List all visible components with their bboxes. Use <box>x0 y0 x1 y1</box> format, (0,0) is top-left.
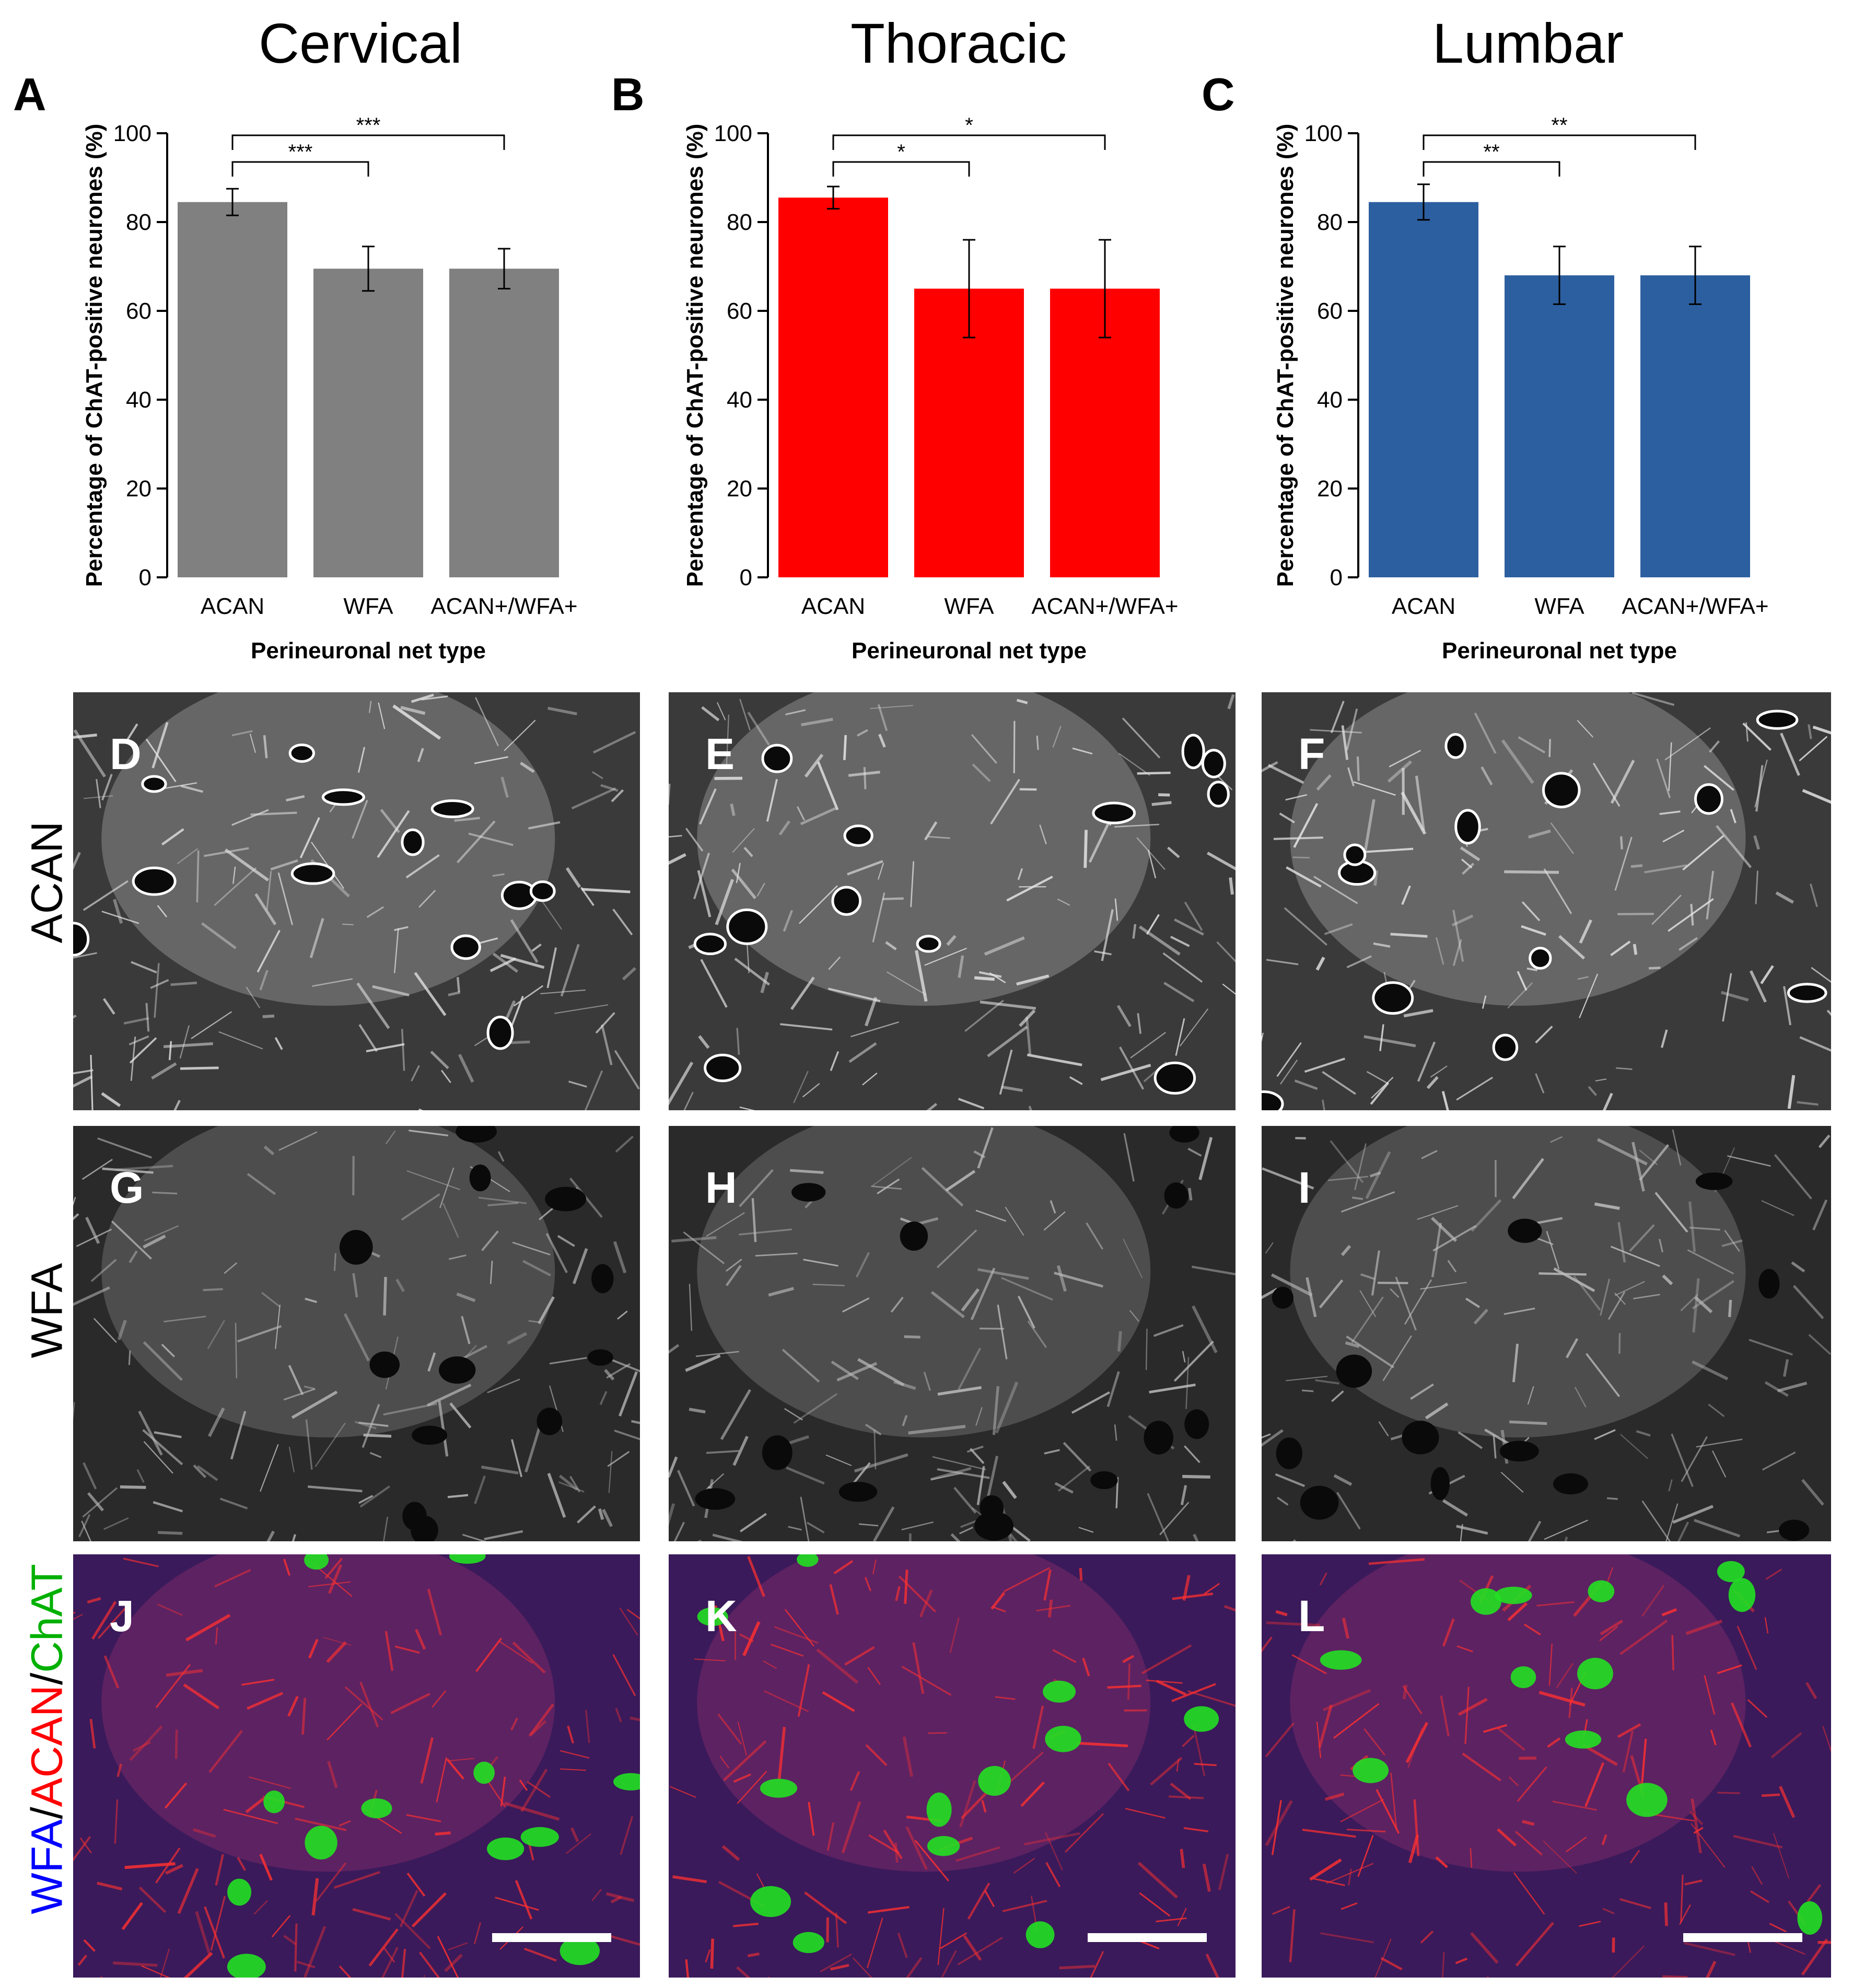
panel-letter-l: L <box>1298 1591 1325 1641</box>
x-tick-label: WFA <box>1534 594 1584 619</box>
merge-label-wfa: WFA <box>22 1819 72 1914</box>
x-axis-label: Perineuronal net type <box>852 638 1087 664</box>
y-tick-label: 20 <box>727 476 752 502</box>
row-label-wfa: WFA <box>22 1263 72 1358</box>
bar <box>449 269 559 577</box>
y-tick-label: 40 <box>727 387 752 413</box>
panel-letter-b: B <box>611 68 645 120</box>
y-axis-label: Percentage of ChAT-positive neurones (%) <box>682 124 708 587</box>
x-tick-label: ACAN <box>1392 594 1455 619</box>
significance-label: *** <box>356 114 381 137</box>
scale-bar <box>1683 1933 1802 1942</box>
panel-letter-i: I <box>1298 1163 1311 1212</box>
significance-bracket <box>231 161 369 177</box>
micrograph-h: H <box>669 1126 1236 1541</box>
micrograph-k: K <box>669 1554 1236 1978</box>
panel-letter-j: J <box>110 1591 134 1641</box>
column-title-thoracic: Thoracic <box>850 11 1067 75</box>
x-tick-label: ACAN+/WFA+ <box>1622 594 1768 619</box>
x-tick-label: ACAN <box>201 594 264 619</box>
significance-label: * <box>897 141 905 164</box>
column-title-cervical: Cervical <box>258 11 463 75</box>
micrograph-f: F <box>1262 692 1831 1110</box>
significance-bracket <box>231 134 505 150</box>
y-tick-label: 100 <box>113 121 151 146</box>
significance-bracket <box>1423 134 1696 150</box>
row-label-merge: WFA/ACAN/ChAT <box>22 1541 73 1938</box>
panel-letter-d: D <box>110 729 142 778</box>
bar <box>178 202 287 577</box>
panel-letter-h: H <box>705 1163 737 1212</box>
x-tick-label: WFA <box>343 594 393 619</box>
panel-letter-g: G <box>110 1163 144 1212</box>
micrograph-g: G <box>73 1126 640 1541</box>
micrograph-l: L <box>1262 1554 1831 1978</box>
x-axis-label: Perineuronal net type <box>1442 638 1677 664</box>
x-axis-label: Perineuronal net type <box>251 638 486 664</box>
panel-letter-e: E <box>705 729 735 778</box>
bar <box>1640 275 1750 577</box>
significance-label: ** <box>1483 141 1499 164</box>
x-tick-label: ACAN+/WFA+ <box>1031 594 1178 619</box>
bar <box>1369 202 1478 577</box>
bar <box>778 197 888 577</box>
y-tick-label: 20 <box>1317 476 1343 502</box>
panel-letter-k: K <box>705 1591 737 1641</box>
x-tick-label: WFA <box>944 594 994 619</box>
y-tick-label: 60 <box>1317 298 1343 324</box>
y-tick-label: 20 <box>126 476 151 502</box>
micrograph-texture <box>669 1126 1236 1541</box>
y-tick-label: 80 <box>727 210 752 235</box>
y-tick-label: 60 <box>727 298 752 324</box>
panel-letter-c: C <box>1202 68 1235 120</box>
scale-bar <box>1088 1933 1207 1942</box>
y-tick-label: 100 <box>714 121 752 146</box>
micrograph-j: J <box>73 1554 640 1978</box>
merge-label-chat: ChAT <box>22 1564 72 1673</box>
row-label-acan: ACAN <box>22 821 72 944</box>
x-tick-label: ACAN <box>801 594 865 619</box>
micrograph-texture <box>1262 1126 1831 1541</box>
micrograph-texture <box>73 1554 640 1978</box>
bar <box>1505 275 1614 577</box>
micrograph-i: I <box>1262 1126 1831 1541</box>
y-tick-label: 80 <box>1317 210 1343 235</box>
significance-bracket <box>1423 161 1560 177</box>
y-tick-label: 0 <box>139 565 151 590</box>
significance-bracket <box>832 134 1106 150</box>
scale-bar <box>492 1933 611 1942</box>
micrograph-d: D <box>73 692 640 1110</box>
y-tick-label: 40 <box>1317 387 1343 413</box>
y-axis-label: Percentage of ChAT-positive neurones (%) <box>1273 124 1298 587</box>
bar <box>313 269 423 577</box>
merge-label-sep1: / <box>22 1807 72 1819</box>
y-tick-label: 0 <box>740 565 752 590</box>
significance-label: ** <box>1551 114 1567 137</box>
merge-label-sep2: / <box>22 1672 72 1685</box>
micrograph-texture <box>669 1554 1236 1978</box>
micrograph-texture <box>73 1126 640 1541</box>
y-axis-label: Percentage of ChAT-positive neurones (%) <box>81 124 107 587</box>
x-tick-label: ACAN+/WFA+ <box>430 594 577 619</box>
merge-label-acan: ACAN <box>22 1685 72 1807</box>
y-tick-label: 80 <box>126 210 151 235</box>
significance-label: * <box>965 114 973 137</box>
y-tick-label: 40 <box>126 387 151 413</box>
micrograph-texture <box>1262 692 1831 1110</box>
y-tick-label: 0 <box>1330 565 1343 590</box>
significance-bracket <box>832 161 970 177</box>
micrograph-texture <box>669 692 1236 1110</box>
micrograph-e: E <box>669 692 1236 1110</box>
y-tick-label: 100 <box>1304 121 1343 146</box>
micrograph-texture <box>1262 1554 1831 1978</box>
column-title-lumbar: Lumbar <box>1432 11 1624 75</box>
panel-letter-a: A <box>13 68 46 120</box>
micrograph-texture <box>73 692 640 1110</box>
y-tick-label: 60 <box>126 298 151 324</box>
significance-label: *** <box>288 141 313 164</box>
panel-letter-f: F <box>1298 729 1325 778</box>
